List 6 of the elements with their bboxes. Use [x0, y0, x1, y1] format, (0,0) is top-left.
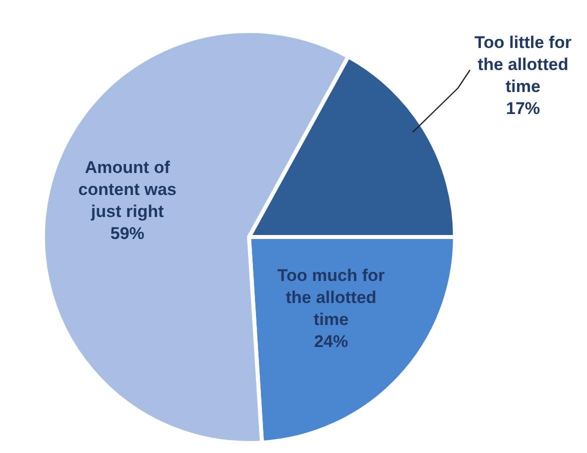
data-label: 59% — [110, 224, 144, 243]
slice-label: Too much for the allotted time — [277, 266, 386, 329]
slice-label: Amount of content was just right — [78, 158, 177, 221]
slice-label: Too little for the allotted time — [474, 33, 572, 96]
data-label: 24% — [314, 332, 348, 351]
data-label: 17% — [506, 99, 540, 118]
